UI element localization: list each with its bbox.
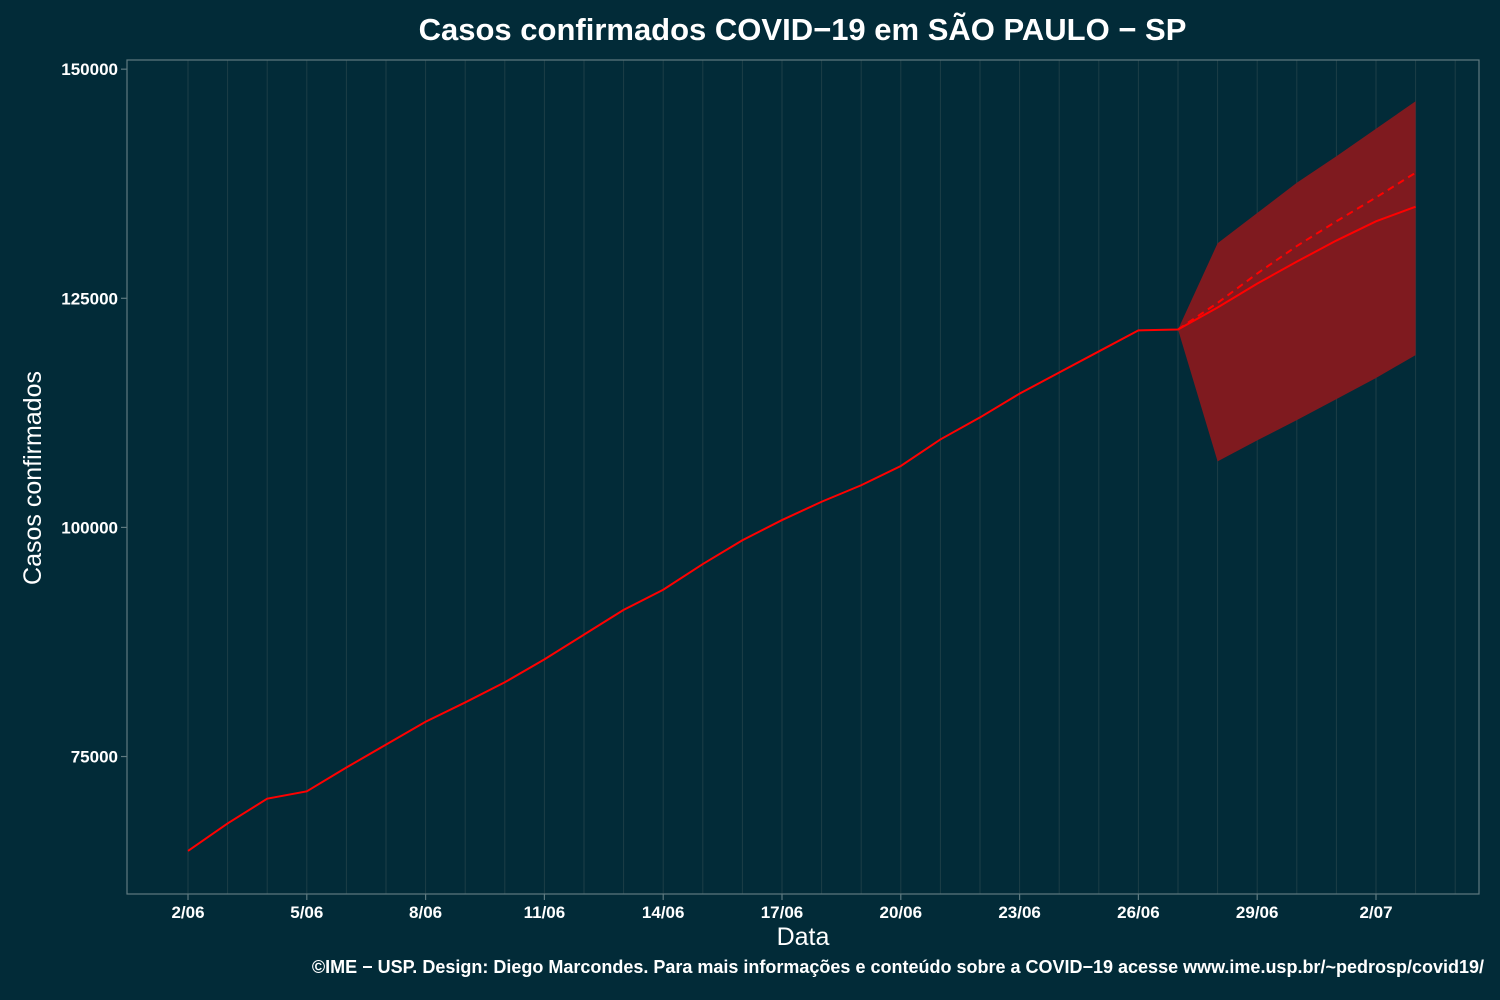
y-tick-label: 100000 [61, 518, 118, 537]
x-axis-title: Data [777, 923, 830, 951]
x-axis-ticks: 2/06 5/06 8/06 11/06 14/06 17/06 20/06 23/06 26/… [171, 894, 1393, 922]
x-tick-label: 2/06 [171, 903, 204, 922]
y-tick-label: 125000 [61, 289, 118, 308]
confidence-band-layer [1178, 101, 1416, 462]
x-tick-label: 11/06 [524, 903, 566, 922]
x-tick-label: 26/06 [1117, 903, 1160, 922]
forecast-dashed-line [1177, 171, 1417, 331]
confidence-band [1178, 101, 1416, 462]
confirmed-cases-line [187, 205, 1416, 852]
y-tick-label: 150000 [61, 60, 118, 79]
x-tick-label: 29/06 [1236, 903, 1279, 922]
x-tick-label: 17/06 [761, 903, 804, 922]
grid-lines [187, 60, 1456, 894]
x-tick-label: 5/06 [290, 903, 323, 922]
footer-caption: ©IME − USP. Design: Diego Marcondes. Par… [311, 957, 1484, 977]
plot-panel-border [126, 59, 1480, 895]
x-tick-label: 2/07 [1359, 903, 1392, 922]
chart-title: Casos confirmados COVID−19 em SÃO PAULO … [418, 12, 1187, 47]
y-axis-ticks: 75000 100000 125000 150000 [61, 60, 127, 767]
x-tick-label: 23/06 [998, 903, 1041, 922]
x-tick-label: 20/06 [880, 903, 923, 922]
x-tick-label: 8/06 [409, 903, 442, 922]
series-layer [187, 171, 1417, 852]
y-axis-title: Casos confirmados [19, 371, 47, 585]
x-tick-label: 14/06 [642, 903, 685, 922]
y-tick-label: 75000 [71, 748, 118, 767]
